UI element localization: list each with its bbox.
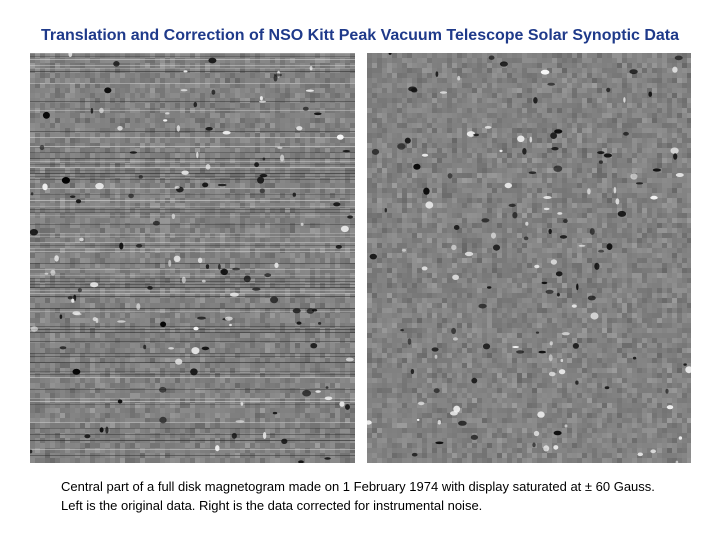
slide-title: Translation and Correction of NSO Kitt P… (40, 27, 680, 44)
original-magnetogram-image (30, 53, 355, 463)
corrected-magnetogram-image (367, 53, 691, 463)
figure-caption: Central part of a full disk magnetogram … (61, 479, 655, 513)
corrected-magnetogram-canvas (367, 53, 691, 463)
original-magnetogram-canvas (30, 53, 355, 463)
